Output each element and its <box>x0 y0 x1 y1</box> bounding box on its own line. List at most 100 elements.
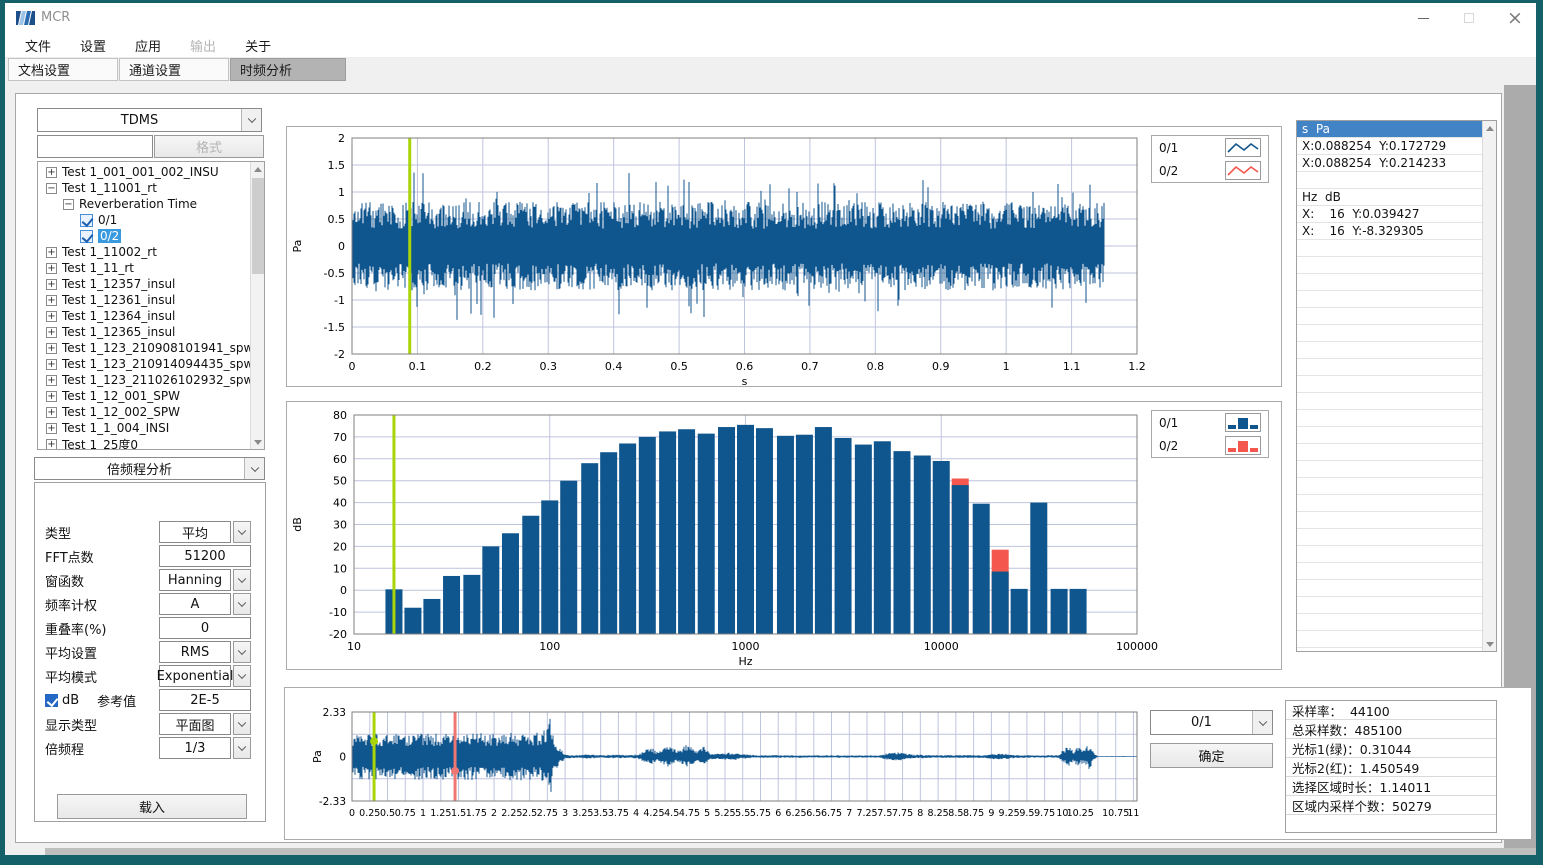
confirm-button[interactable]: 确定 <box>1150 743 1273 768</box>
tree-row[interactable]: + Test 1_12364_insul <box>38 308 250 324</box>
tree-row[interactable]: − Reverberation Time <box>38 196 250 212</box>
form-dropdown-button[interactable] <box>233 713 251 735</box>
expander-plus-icon[interactable]: + <box>46 326 57 338</box>
menu-item-2[interactable]: 设置 <box>80 39 107 55</box>
menu-item-5[interactable]: 关于 <box>245 39 272 55</box>
form-value-1: 平均 <box>159 521 231 543</box>
expander-plus-icon[interactable]: + <box>46 406 57 418</box>
form-dropdown-button[interactable] <box>233 521 251 543</box>
readout-row <box>1297 393 1482 410</box>
svg-text:3.75: 3.75 <box>608 808 629 819</box>
svg-text:0.5: 0.5 <box>670 360 688 373</box>
tree-row[interactable]: + Test 1_25度0 <box>38 436 250 450</box>
tree-row[interactable]: + Test 1_12_002_SPW <box>38 404 250 420</box>
expander-plus-icon[interactable]: + <box>46 310 57 322</box>
form-dropdown-button[interactable] <box>233 641 251 663</box>
svg-text:1: 1 <box>338 186 345 199</box>
expander-plus-icon[interactable]: + <box>46 358 57 370</box>
spectrum-bar <box>619 443 637 634</box>
analysis-type-dropdown-button[interactable] <box>244 458 264 479</box>
checkbox[interactable] <box>80 213 93 227</box>
tab-1[interactable]: 文档设置 <box>8 58 118 81</box>
tab-2[interactable]: 通道设置 <box>119 58 229 81</box>
tree-row[interactable]: + Test 1_12357_insul <box>38 276 250 292</box>
expander-plus-icon[interactable]: + <box>46 262 57 274</box>
expander-plus-icon[interactable]: + <box>46 166 57 178</box>
form-dropdown-button[interactable] <box>233 593 251 615</box>
readout-row <box>1297 614 1482 631</box>
checkbox[interactable] <box>80 229 93 243</box>
expander-minus-icon[interactable]: − <box>46 182 57 194</box>
spectrum-bar <box>1010 588 1028 634</box>
form-dropdown-button[interactable] <box>233 665 251 687</box>
svg-text:4.25: 4.25 <box>643 808 664 819</box>
sampling-info-row: 区域内采样个数：50279 <box>1286 796 1496 815</box>
menu-item-1[interactable]: 文件 <box>25 39 52 55</box>
tree-row[interactable]: + Test 1_12361_insul <box>38 292 250 308</box>
form-input-2[interactable]: 51200 <box>159 545 251 567</box>
spectrum-bar <box>932 460 950 634</box>
form-input-5[interactable]: 0 <box>159 617 251 639</box>
svg-text:0.4: 0.4 <box>605 360 623 373</box>
tree-row[interactable]: − Test 1_11001_rt <box>38 180 250 196</box>
channel-select[interactable]: 0/1 <box>1150 710 1273 735</box>
tree-row[interactable]: + Test 1_12_001_SPW <box>38 388 250 404</box>
expander-minus-icon[interactable]: − <box>63 198 74 210</box>
expander-plus-icon[interactable]: + <box>46 438 57 450</box>
expander-plus-icon[interactable]: + <box>46 278 57 290</box>
tree-row[interactable]: + Test 1_123_210914094435_spw <box>38 356 253 372</box>
menu-item-4[interactable]: 输出 <box>190 39 217 55</box>
expander-plus-icon[interactable]: + <box>46 422 57 434</box>
tree-row[interactable]: + Test 1_11002_rt <box>38 244 250 260</box>
spectrum-bar <box>600 452 618 634</box>
tree-row[interactable]: + Test 1_11_rt <box>38 260 250 276</box>
tree-row[interactable]: 0/2 <box>38 228 250 244</box>
format-button[interactable]: 格式 <box>154 135 264 158</box>
filter-input[interactable] <box>37 135 153 158</box>
analysis-type-select[interactable]: 倍频程分析 <box>34 457 265 480</box>
channel-select-dropdown-button[interactable] <box>1252 711 1272 734</box>
maximize-button[interactable] <box>1446 3 1492 33</box>
form-dropdown-button[interactable] <box>233 569 251 591</box>
expander-plus-icon[interactable]: + <box>46 342 57 354</box>
tree-row[interactable]: 0/1 <box>38 212 250 228</box>
svg-text:4.75: 4.75 <box>679 808 700 819</box>
sampling-info-row <box>1286 815 1496 832</box>
readout-scrollbar[interactable] <box>1482 121 1496 651</box>
scroll-down-icon[interactable] <box>1483 637 1496 651</box>
svg-text:3.5: 3.5 <box>593 808 608 819</box>
scroll-up-icon[interactable] <box>1483 121 1496 135</box>
legend-row: 0/2 <box>1152 434 1268 457</box>
file-format-select[interactable]: TDMS <box>37 108 262 132</box>
db-checkbox[interactable] <box>45 693 58 707</box>
tree-row[interactable]: + Test 1_001_001_002_INSU <box>38 164 250 180</box>
scroll-down-icon[interactable] <box>251 435 264 449</box>
expander-plus-icon[interactable]: + <box>46 294 57 306</box>
tree-row[interactable]: + Test 1_1_004_INSI <box>38 420 250 436</box>
tree-item-label: Test 1_12365_insul <box>62 325 176 339</box>
load-button[interactable]: 载入 <box>57 794 247 819</box>
tree-scrollbar-thumb[interactable] <box>252 178 264 274</box>
svg-text:8.75: 8.75 <box>963 808 984 819</box>
minimize-button[interactable] <box>1400 3 1446 33</box>
spectrum-bar <box>972 503 990 634</box>
expander-plus-icon[interactable]: + <box>46 390 57 402</box>
tree-scrollbar[interactable] <box>250 162 264 449</box>
file-format-dropdown-button[interactable] <box>241 109 261 131</box>
close-button[interactable]: × <box>1492 3 1538 33</box>
scroll-up-icon[interactable] <box>251 162 264 176</box>
svg-text:10: 10 <box>347 640 361 653</box>
full-record-section: 2.33 0 -2.33 0 0.25 0.5 0.75 1 1.25 1.5 1.75 2 2.25 2… <box>284 687 1532 840</box>
expander-plus-icon[interactable]: + <box>46 374 57 386</box>
menu-item-3[interactable]: 应用 <box>135 39 162 55</box>
tab-3[interactable]: 时频分析 <box>230 58 346 81</box>
spectrum-bar <box>718 427 736 634</box>
readout-row <box>1297 342 1482 359</box>
form-dropdown-button[interactable] <box>233 737 251 759</box>
form-input-8[interactable]: 2E-5 <box>159 689 251 711</box>
expander-plus-icon[interactable]: + <box>46 246 57 258</box>
tree-row[interactable]: + Test 1_123_211026102932_spw <box>38 372 253 388</box>
tree-row[interactable]: + Test 1_123_210908101941_spw <box>38 340 253 356</box>
tree-row[interactable]: + Test 1_12365_insul <box>38 324 250 340</box>
svg-text:5: 5 <box>704 808 710 819</box>
